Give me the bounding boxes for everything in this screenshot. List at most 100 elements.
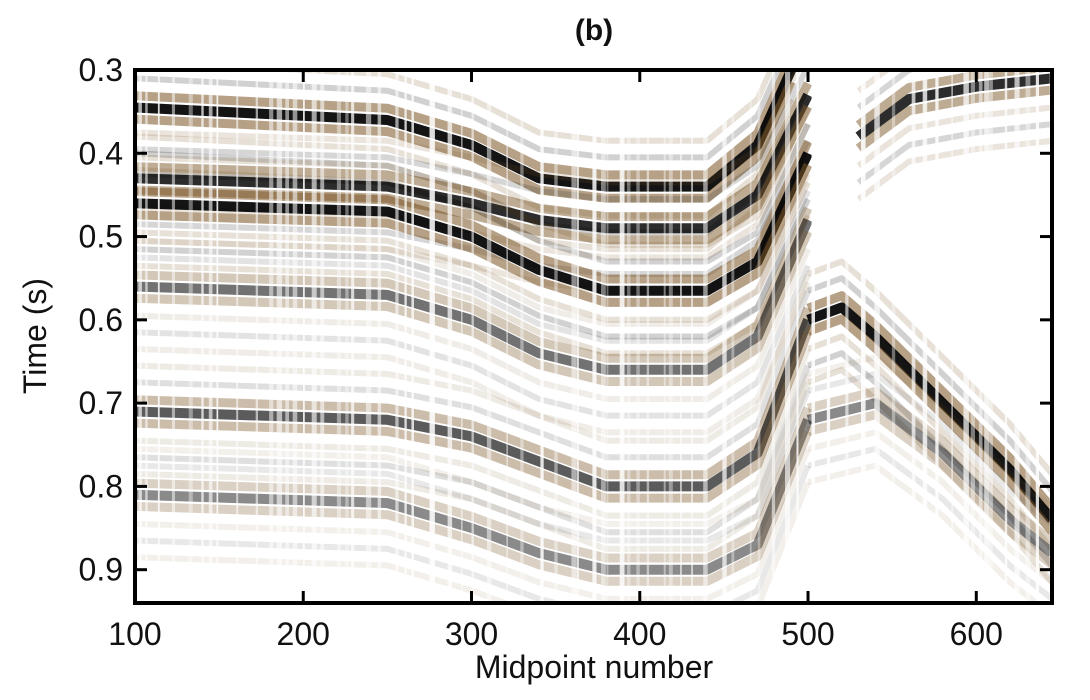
reflector-ringing xyxy=(135,464,811,603)
trace-gap xyxy=(138,70,142,603)
trace-gap xyxy=(171,70,175,603)
trace-gap xyxy=(365,70,372,603)
trace-gap xyxy=(691,70,693,603)
x-tick-label: 400 xyxy=(613,616,666,652)
reflector-peak xyxy=(806,398,1052,557)
reflector-trough xyxy=(806,387,1052,545)
trace-gap xyxy=(663,70,666,603)
x-axis-ticks: 100 200 300 400 500 600 xyxy=(108,70,1003,652)
trace-gap xyxy=(619,70,625,603)
trace-gap xyxy=(606,70,609,603)
x-axis-label: Midpoint number xyxy=(475,649,714,685)
reflector-ringing xyxy=(135,481,811,603)
trace-gap xyxy=(447,70,453,603)
x-tick-label: 500 xyxy=(781,616,834,652)
reflector-ringing xyxy=(807,462,1042,603)
trace-gap xyxy=(411,70,414,603)
reflector-ringing xyxy=(856,70,926,110)
trace-gap xyxy=(636,70,640,603)
trace-gap xyxy=(395,70,399,603)
trace-gap xyxy=(157,70,160,603)
trace-gap xyxy=(771,70,776,603)
x-tick-label: 200 xyxy=(277,616,330,652)
trace-gap xyxy=(471,70,474,603)
trace-gap xyxy=(303,70,305,603)
trace-gap xyxy=(520,70,524,603)
trace-gap xyxy=(845,70,849,603)
trace-gap xyxy=(874,70,880,603)
trace-gap xyxy=(216,70,219,603)
trace-gap xyxy=(292,70,298,603)
trace-gap xyxy=(571,70,577,603)
y-axis-ticks: 0.3 0.4 0.5 0.6 0.7 0.8 0.9 xyxy=(79,52,1052,588)
plot-area xyxy=(135,70,1052,603)
trace-gap xyxy=(188,70,193,603)
trace-gap xyxy=(145,70,148,603)
trace-gap xyxy=(201,70,204,603)
trace-gap xyxy=(377,70,382,603)
trace-gap xyxy=(680,70,682,603)
y-tick-label: 0.5 xyxy=(79,219,123,255)
vertical-trace-gaps xyxy=(138,70,1052,603)
trace-gap xyxy=(963,70,969,603)
trace-gap xyxy=(646,70,650,603)
reflector-trough xyxy=(855,85,1052,152)
trace-gap xyxy=(826,70,831,603)
reflector-ringing xyxy=(807,354,1052,510)
trace-gap xyxy=(429,70,435,603)
trace-gap xyxy=(989,70,993,603)
x-tick-label: 100 xyxy=(108,616,161,652)
trace-gap xyxy=(320,70,325,603)
trace-gap xyxy=(978,70,983,603)
trace-gap xyxy=(269,70,274,603)
plot-frame xyxy=(133,68,1054,605)
trace-gap xyxy=(627,70,631,603)
trace-gap xyxy=(984,70,990,603)
reflector-ringing xyxy=(807,371,1052,527)
trace-gap xyxy=(592,70,597,603)
trace-gap xyxy=(336,70,341,603)
x-tick-label: 300 xyxy=(445,616,498,652)
trace-gap xyxy=(1035,70,1039,603)
trace-gap xyxy=(285,70,289,603)
trace-gap xyxy=(757,70,761,603)
trace-gap xyxy=(811,70,815,603)
x-tick-label: 600 xyxy=(950,616,1003,652)
trace-gap xyxy=(1014,70,1020,603)
reflector-ringing xyxy=(807,429,1052,585)
trace-gap xyxy=(601,70,606,603)
reflector-peak xyxy=(855,73,1052,141)
trace-gap xyxy=(1004,70,1008,603)
trace-gap xyxy=(935,70,939,603)
trace-gap xyxy=(861,70,866,603)
trace-gap xyxy=(345,70,349,603)
trace-gap xyxy=(970,70,975,603)
trace-gap xyxy=(208,70,213,603)
y-tick-label: 0.9 xyxy=(79,552,123,588)
trace-gap xyxy=(668,70,673,603)
trace-gap xyxy=(506,70,508,603)
y-tick-label: 0.8 xyxy=(79,468,123,504)
trace-gap xyxy=(255,70,258,603)
trace-gap xyxy=(749,70,752,603)
trace-gap xyxy=(922,70,928,603)
trace-gap xyxy=(404,70,407,603)
trace-gap xyxy=(785,70,791,603)
trace-gap xyxy=(911,70,916,603)
trace-gap xyxy=(554,70,558,603)
trace-gap xyxy=(796,70,799,603)
y-axis-label: Time (s) xyxy=(17,278,53,394)
trace-gap xyxy=(891,70,896,603)
y-tick-label: 0.6 xyxy=(79,302,123,338)
trace-gap xyxy=(703,70,708,603)
trace-gap xyxy=(236,70,239,603)
y-tick-label: 0.3 xyxy=(79,52,123,88)
trace-gap xyxy=(276,70,283,603)
y-tick-label: 0.4 xyxy=(79,135,123,171)
trace-gap xyxy=(486,70,492,603)
trace-gap xyxy=(351,70,355,603)
trace-gap xyxy=(461,70,463,603)
reflector-ringing xyxy=(856,104,1052,169)
trace-gap xyxy=(951,70,953,603)
